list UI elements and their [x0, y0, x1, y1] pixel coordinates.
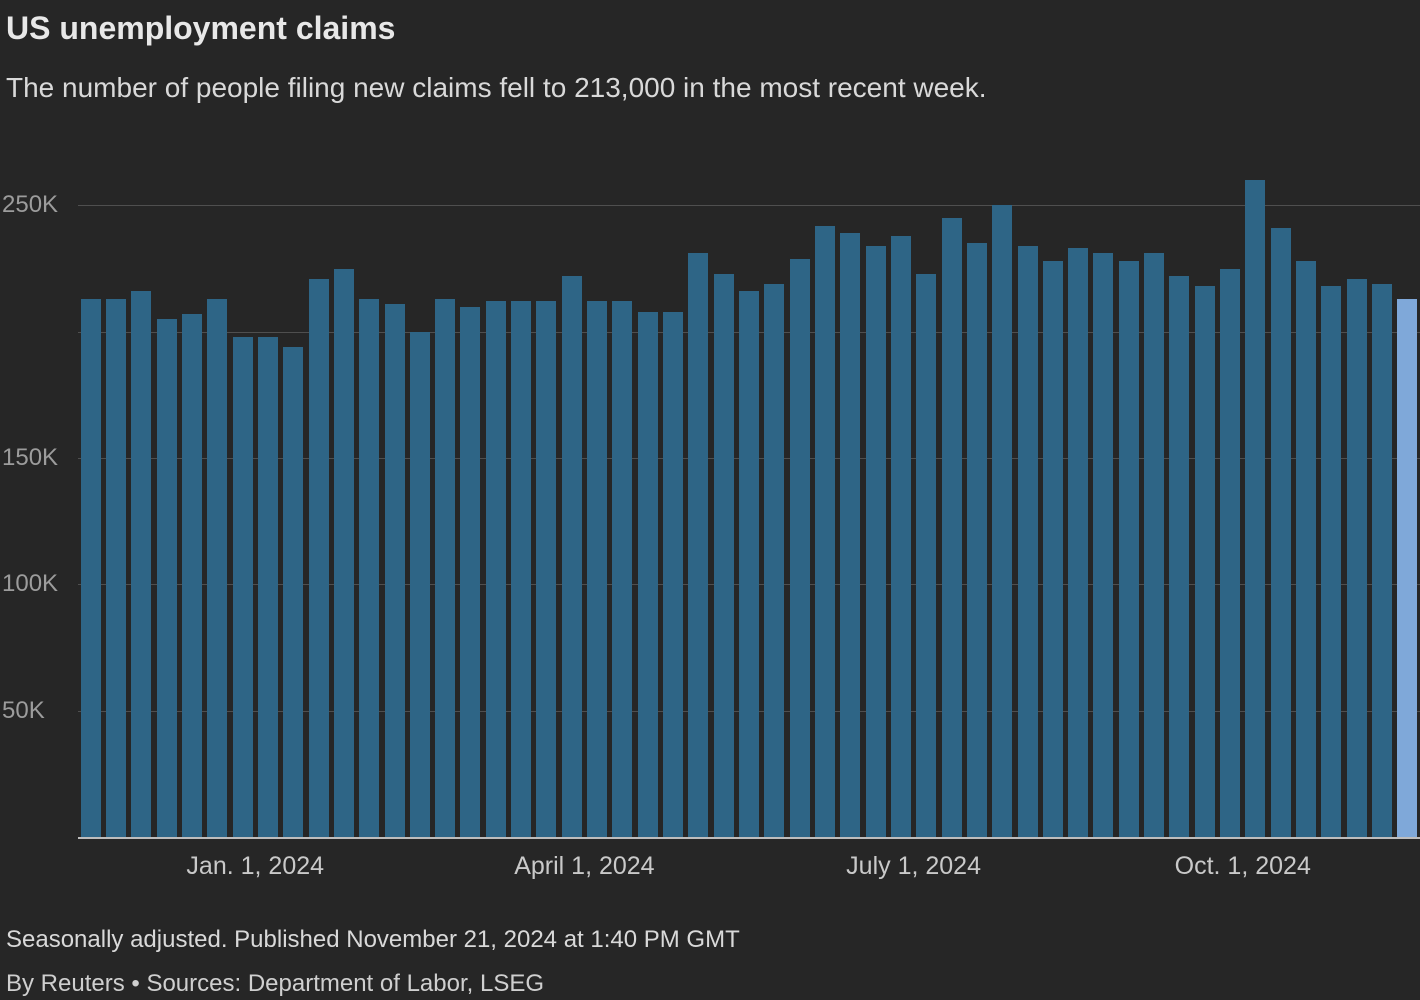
x-axis-label: April 1, 2024 — [514, 852, 655, 880]
bar — [536, 301, 557, 837]
bar — [789, 258, 810, 837]
page-title: US unemployment claims — [6, 10, 396, 46]
bar — [1296, 261, 1317, 837]
bar — [814, 225, 835, 837]
bar — [916, 273, 937, 837]
bar — [1017, 245, 1038, 837]
bar — [359, 298, 380, 837]
bar — [232, 336, 253, 837]
footnote: Seasonally adjusted. Published November … — [6, 926, 740, 953]
bar — [713, 273, 734, 837]
bar — [637, 311, 658, 837]
bar — [283, 346, 304, 837]
plot-area — [78, 160, 1420, 839]
bar — [1270, 228, 1291, 837]
x-axis-label: Jan. 1, 2024 — [186, 852, 325, 880]
bar — [105, 298, 126, 837]
byline: By Reuters • Sources: Department of Labo… — [6, 970, 544, 997]
y-axis-label: 100K — [2, 570, 59, 598]
bar — [207, 298, 228, 837]
bar — [739, 291, 759, 837]
x-axis-label: Oct. 1, 2024 — [1174, 852, 1311, 880]
bar — [1321, 286, 1342, 837]
bar — [612, 301, 633, 837]
bar — [1346, 278, 1367, 837]
bar — [663, 311, 684, 837]
bar — [511, 301, 532, 837]
bar — [435, 298, 456, 837]
bar — [257, 336, 278, 837]
bar — [1245, 180, 1266, 837]
gridline — [78, 205, 1420, 207]
bar — [840, 233, 861, 837]
bar — [409, 331, 430, 837]
bar — [80, 298, 101, 837]
bar — [1093, 253, 1114, 837]
bar — [1042, 261, 1063, 837]
bar — [1068, 248, 1089, 837]
bar — [333, 268, 354, 837]
bar-most-recent-week — [1397, 298, 1418, 837]
bar — [384, 304, 405, 837]
bar — [992, 205, 1013, 837]
y-axis-label: 50K — [2, 696, 45, 724]
bar — [764, 283, 785, 837]
bar — [485, 301, 506, 837]
bar — [156, 319, 177, 837]
bar — [966, 243, 987, 837]
bar — [131, 291, 152, 837]
bar — [1194, 286, 1215, 837]
bar — [1372, 283, 1393, 837]
x-axis-label: July 1, 2024 — [846, 852, 981, 880]
bar — [308, 278, 329, 837]
bar — [941, 218, 962, 837]
bar — [587, 301, 608, 837]
bar — [1169, 276, 1190, 837]
bar — [865, 245, 886, 837]
bar — [1220, 268, 1241, 837]
bar — [890, 235, 911, 837]
bar — [460, 306, 481, 837]
y-axis-label: 250K — [2, 191, 59, 219]
chart-subtitle: The number of people filing new claims f… — [6, 72, 987, 103]
bar — [181, 314, 202, 837]
bar — [688, 253, 709, 837]
bar — [561, 276, 582, 837]
bar — [1144, 253, 1165, 837]
bar — [1118, 261, 1139, 837]
y-axis-label: 150K — [2, 444, 59, 472]
